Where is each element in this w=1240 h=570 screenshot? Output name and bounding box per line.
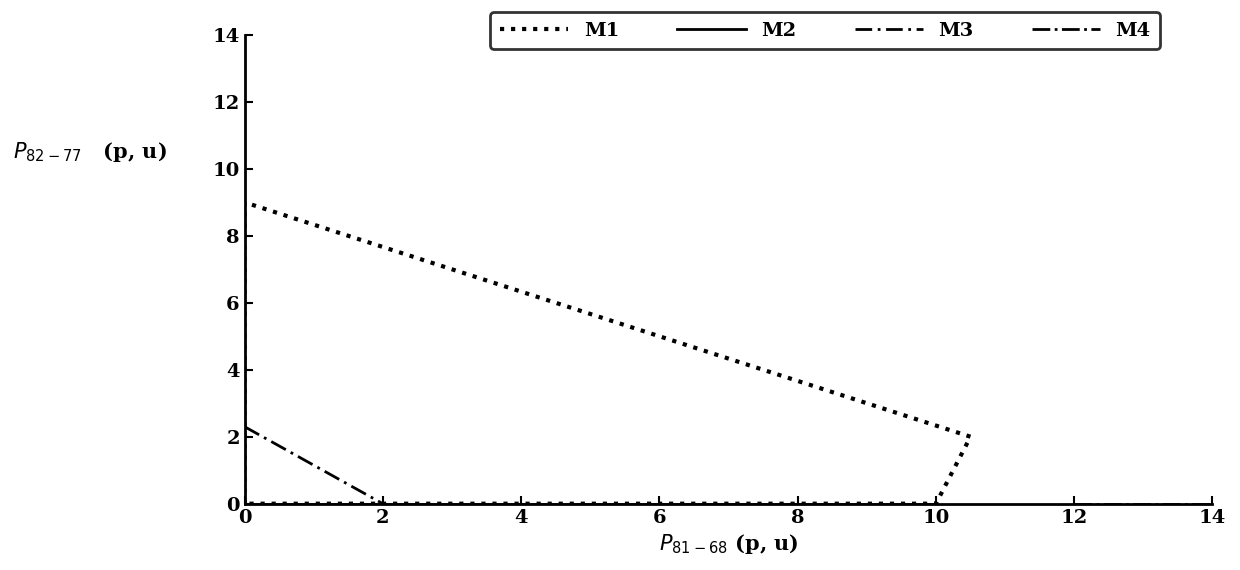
X-axis label: $P_{81-68}$ (p, u): $P_{81-68}$ (p, u) xyxy=(658,532,799,556)
Y-axis label: $P_{82-77}$   (p, u): $P_{82-77}$ (p, u) xyxy=(14,140,167,164)
Legend: M1, M2, M3, M4: M1, M2, M3, M4 xyxy=(491,12,1161,49)
